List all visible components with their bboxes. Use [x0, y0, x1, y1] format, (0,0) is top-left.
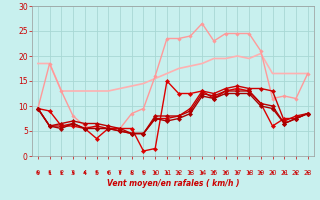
X-axis label: Vent moyen/en rafales ( km/h ): Vent moyen/en rafales ( km/h ) [107, 179, 239, 188]
